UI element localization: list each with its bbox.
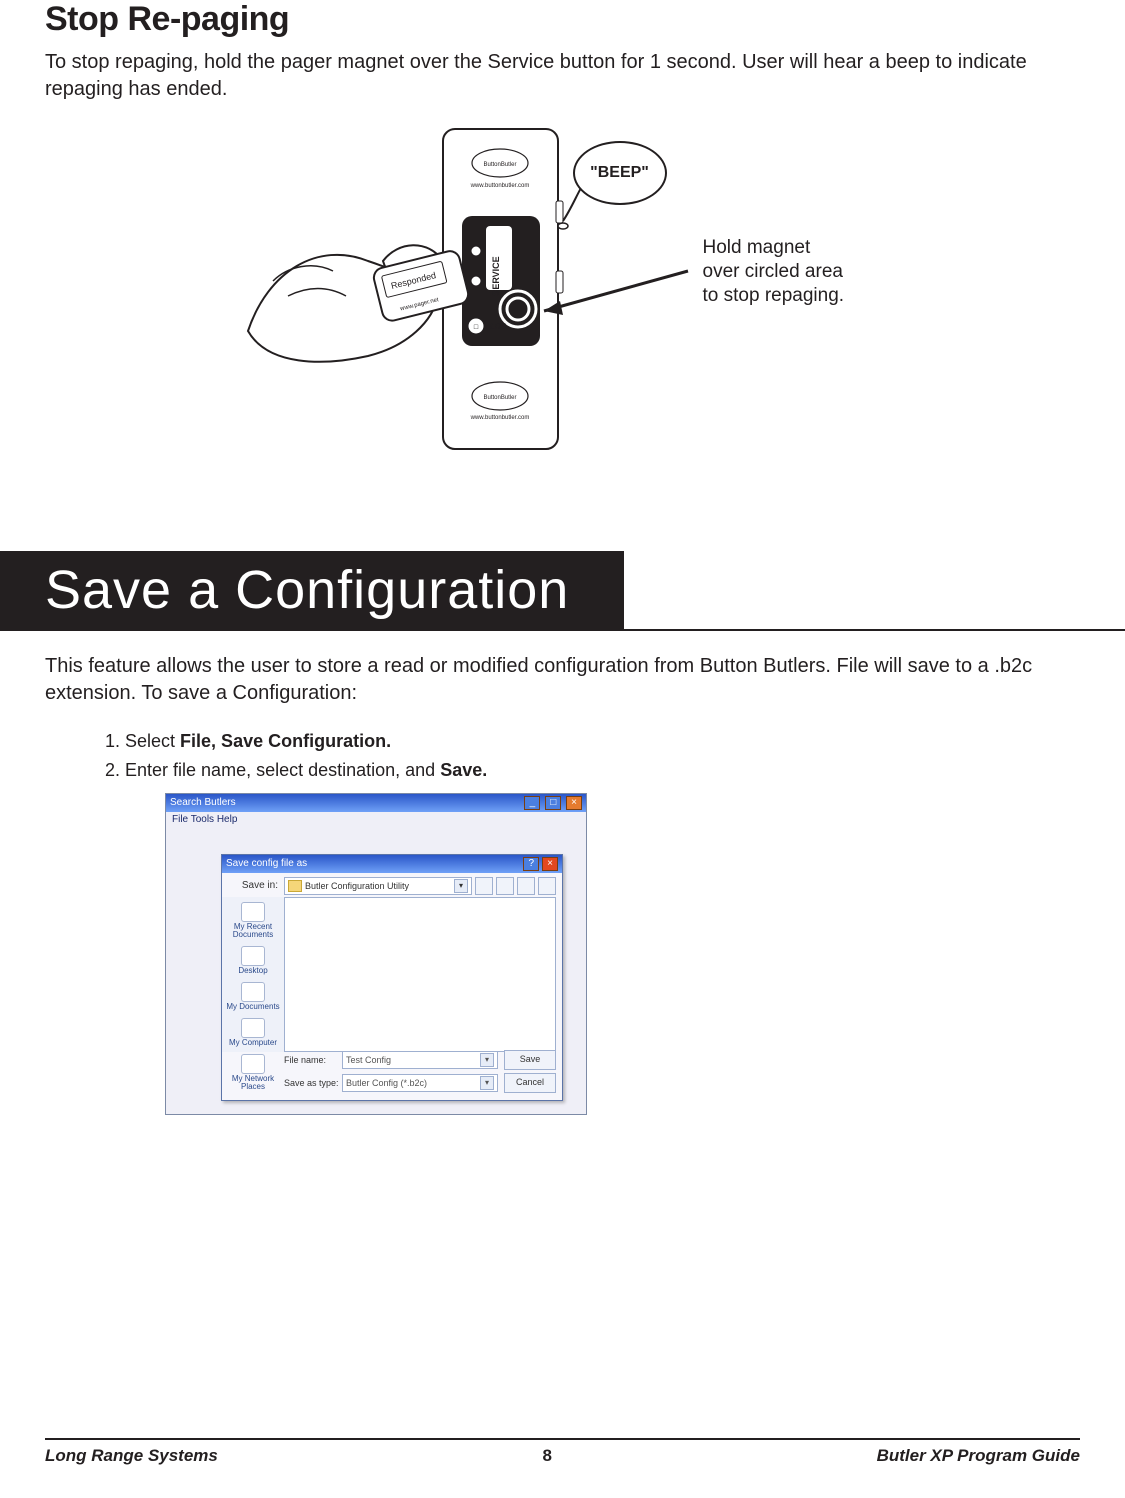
savetype-combo[interactable]: Butler Config (*.b2c) ▾ <box>342 1074 498 1092</box>
footer-left: Long Range Systems <box>45 1446 218 1466</box>
intro-save-config: This feature allows the user to store a … <box>45 653 1080 707</box>
sidebar-mydocs[interactable]: My Documents <box>226 982 279 1012</box>
folder-icon <box>288 880 302 892</box>
sidebar-mynet-label: My Network Places <box>232 1074 274 1092</box>
up-button[interactable] <box>496 877 514 895</box>
window-control-buttons: _ □ × <box>522 796 582 810</box>
save-in-label: Save in: <box>228 880 284 891</box>
close-button[interactable]: × <box>566 796 582 810</box>
new-folder-button[interactable] <box>517 877 535 895</box>
app-window-title: Search Butlers <box>170 797 236 808</box>
step-1-prefix: 1. Select <box>105 731 180 751</box>
sidebar-mydocs-label: My Documents <box>226 1002 279 1011</box>
beep-speech-bubble: "BEEP" <box>573 141 667 205</box>
dialog-close-button[interactable]: × <box>542 857 558 871</box>
sidebar-mycomp-label: My Computer <box>229 1038 277 1047</box>
maximize-button[interactable]: □ <box>545 796 561 810</box>
places-sidebar: My Recent Documents Desktop My Documents… <box>222 897 284 1052</box>
computer-icon <box>241 1018 265 1038</box>
page-root: Stop Re-paging To stop repaging, hold th… <box>0 0 1125 1498</box>
chevron-down-icon[interactable]: ▾ <box>454 879 468 893</box>
chevron-down-icon[interactable]: ▾ <box>480 1053 494 1067</box>
help-button[interactable]: ? <box>523 857 539 871</box>
logo-brand-top: ButtonButler <box>483 162 516 168</box>
page-footer: Long Range Systems 8 Butler XP Program G… <box>45 1438 1080 1466</box>
sidebar-desktop[interactable]: Desktop <box>238 946 267 976</box>
section-banner-row: Save a Configuration <box>0 551 1125 631</box>
save-dialog-titlebar[interactable]: Save config file as ? × <box>222 855 562 873</box>
minimize-button[interactable]: _ <box>524 796 540 810</box>
save-in-row: Save in: Butler Configuration Utility ▾ <box>222 873 562 899</box>
logo-brand-bottom: ButtonButler <box>483 395 516 401</box>
page-number: 8 <box>542 1446 551 1466</box>
dialog-bottom-rows: File name: Test Config ▾ Save Save as ty… <box>284 1050 556 1096</box>
step-2-bold: Save. <box>440 760 487 780</box>
recent-icon <box>241 902 265 922</box>
cancel-button[interactable]: Cancel <box>504 1073 556 1093</box>
heading-stop-repaging: Stop Re-paging <box>45 0 1080 39</box>
savetype-value: Butler Config (*.b2c) <box>346 1078 427 1088</box>
callout-line-1: Hold magnet <box>703 236 845 260</box>
filename-value: Test Config <box>346 1055 391 1065</box>
app-window-titlebar[interactable]: Search Butlers _ □ × <box>166 794 586 812</box>
callout-hold-magnet: Hold magnet over circled area to stop re… <box>703 236 845 307</box>
savetype-row: Save as type: Butler Config (*.b2c) ▾ Ca… <box>284 1073 556 1093</box>
documents-icon <box>241 982 265 1002</box>
brand-url-bottom: www.buttonbutler.com <box>469 415 529 421</box>
sidebar-recent[interactable]: My Recent Documents <box>222 902 284 941</box>
filename-label: File name: <box>284 1055 342 1065</box>
step-2-prefix: 2. Enter file name, select destination, … <box>105 760 440 780</box>
save-in-combo[interactable]: Butler Configuration Utility ▾ <box>284 877 472 895</box>
body-stop-repaging: To stop repaging, hold the pager magnet … <box>45 49 1080 103</box>
brand-url-top: www.buttonbutler.com <box>469 183 529 189</box>
filename-input[interactable]: Test Config ▾ <box>342 1051 498 1069</box>
file-list-area[interactable] <box>284 897 556 1052</box>
banner-underline <box>0 629 1125 631</box>
step-2: 2. Enter file name, select destination, … <box>105 756 1080 785</box>
diagram-stop-repaging: ButtonButler www.buttonbutler.com SERVIC… <box>63 121 1063 481</box>
back-button[interactable] <box>475 877 493 895</box>
step-1-bold: File, Save Configuration. <box>180 731 391 751</box>
sidebar-recent-label: My Recent Documents <box>233 922 273 940</box>
save-dialog: Save config file as ? × Save in: Butler … <box>221 854 563 1101</box>
save-dialog-title: Save config file as <box>226 858 307 869</box>
callout-line-2: over circled area <box>703 260 845 284</box>
banner-save-configuration: Save a Configuration <box>0 551 624 629</box>
steps-list: 1. Select File, Save Configuration. 2. E… <box>105 727 1080 785</box>
network-icon <box>241 1054 265 1074</box>
chevron-down-icon[interactable]: ▾ <box>480 1076 494 1090</box>
filename-row: File name: Test Config ▾ Save <box>284 1050 556 1070</box>
app-window: Search Butlers _ □ × File Tools Help Sav… <box>165 793 587 1115</box>
service-button-label: SERVICE <box>491 256 501 295</box>
sidebar-mynet[interactable]: My Network Places <box>222 1054 284 1093</box>
menu-bar[interactable]: File Tools Help <box>166 812 586 827</box>
save-button[interactable]: Save <box>504 1050 556 1070</box>
savetype-label: Save as type: <box>284 1078 342 1088</box>
beep-text: "BEEP" <box>590 164 649 182</box>
lrs-logo: LRS <box>490 322 507 331</box>
desktop-icon <box>241 946 265 966</box>
step-1: 1. Select File, Save Configuration. <box>105 727 1080 756</box>
callout-line-3: to stop repaging. <box>703 284 845 308</box>
sidebar-desktop-label: Desktop <box>238 966 267 975</box>
sidebar-mycomp[interactable]: My Computer <box>229 1018 277 1048</box>
footer-right: Butler XP Program Guide <box>877 1446 1080 1466</box>
views-button[interactable] <box>538 877 556 895</box>
save-in-value: Butler Configuration Utility <box>305 881 409 891</box>
